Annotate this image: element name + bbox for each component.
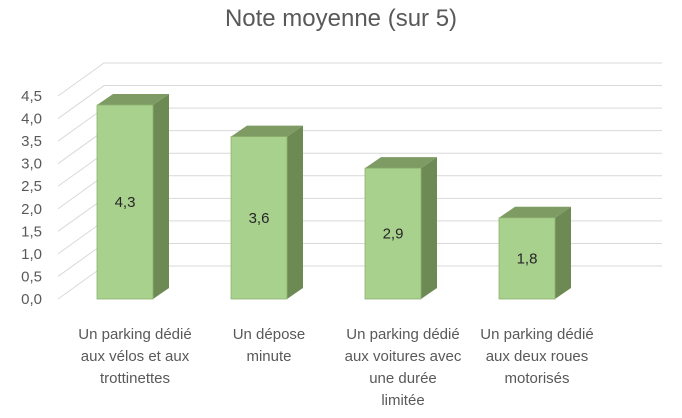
bar: 4,3 [96, 94, 169, 300]
bar-top-face [97, 94, 169, 106]
y-tick-label: 3,0 [21, 156, 42, 173]
bar: 3,6 [230, 125, 303, 300]
y-tick-label: 4,0 [21, 111, 42, 128]
data-label: 2,9 [383, 226, 404, 243]
chart-title: Note moyenne (sur 5) [225, 5, 457, 32]
y-tick-label: 4,5 [21, 88, 42, 105]
y-axis-ticks: 0,0 0,5 1,0 1,5 2,0 2,5 3,0 3,5 4,0 4,5 [21, 88, 42, 308]
bar-front-face [96, 104, 154, 300]
gridline [57, 85, 662, 119]
x-category-label: Un parking dédié aux voitures avec une dur… [345, 326, 462, 409]
bar: 2,9 [364, 157, 437, 300]
gridline [57, 62, 662, 97]
y-tick-label: 0,0 [21, 291, 42, 308]
x-axis-categories: Un parking dédié aux vélos et aux trottine… [78, 326, 593, 409]
bar-side-face [153, 94, 169, 300]
bar-top-face [365, 157, 437, 169]
bars: 4,3 3,6 2,9 1,8 [96, 94, 571, 300]
x-category-label: Un dépose minute [233, 326, 306, 365]
data-label: 3,6 [249, 210, 270, 227]
data-label: 1,8 [517, 250, 538, 267]
y-tick-label: 1,0 [21, 246, 42, 263]
y-tick-label: 2,5 [21, 178, 42, 195]
bar-front-face [230, 136, 288, 300]
bar-side-face [555, 206, 571, 299]
bar-front-face [498, 217, 556, 300]
y-tick-label: 0,5 [21, 268, 42, 285]
data-label: 4,3 [115, 194, 136, 211]
y-tick-label: 2,0 [21, 201, 42, 218]
bar: 1,8 [498, 206, 571, 300]
y-tick-label: 3,5 [21, 133, 42, 150]
bar-side-face [421, 157, 437, 299]
x-category-label: Un parking dédié aux vélos et aux trottine… [78, 326, 191, 387]
bar-top-face [499, 206, 571, 218]
bar-front-face [364, 167, 422, 300]
x-category-label: Un parking dédié aux deux roues motorisés [480, 326, 593, 387]
bar-top-face [231, 125, 303, 137]
y-tick-label: 1,5 [21, 223, 42, 240]
bar-side-face [287, 125, 303, 299]
